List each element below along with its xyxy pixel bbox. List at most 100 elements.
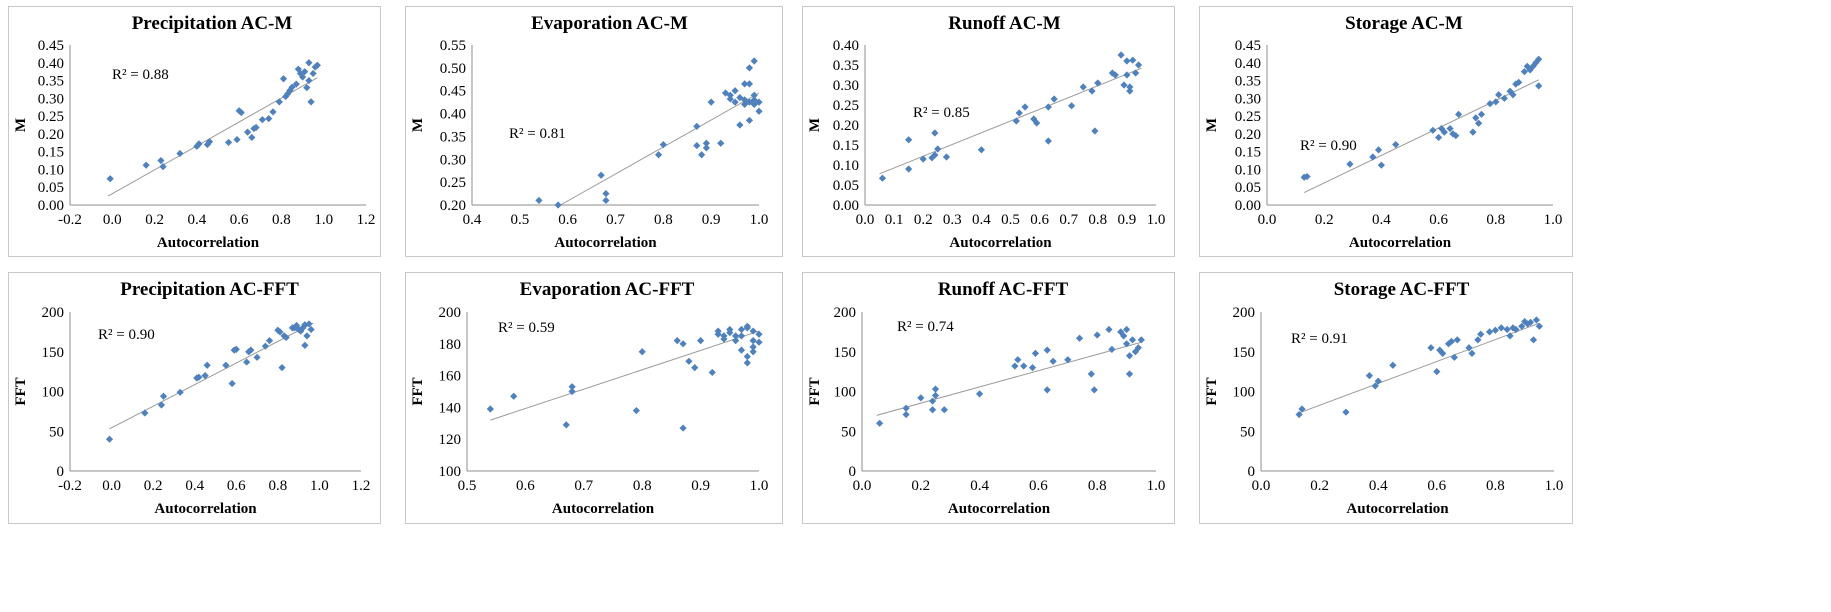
data-point: [1433, 368, 1441, 376]
data-point: [1492, 98, 1500, 106]
data-point: [258, 116, 266, 124]
data-point: [1117, 51, 1125, 59]
data-point: [286, 86, 294, 95]
x-tick-label: 1.2: [352, 478, 371, 494]
x-tick-label: 0.8: [1088, 478, 1107, 494]
data-point: [222, 361, 230, 369]
data-point: [1011, 362, 1019, 370]
data-point: [1131, 348, 1140, 356]
x-tick-label: 0.6: [227, 478, 246, 494]
data-point: [1506, 332, 1514, 340]
data-point: [685, 357, 693, 365]
y-tick-label: 120: [439, 432, 462, 448]
x-tick-label: 0.6: [1429, 212, 1448, 228]
data-point: [224, 138, 233, 147]
data-point: [1346, 160, 1354, 168]
data-point: [176, 388, 184, 396]
data-point: [905, 136, 913, 144]
x-tick-label: 0.4: [972, 212, 991, 228]
chart-panel: Storage AC-FFT 0.0 0.2 0.4 0.6 0.8 1.0 0 50 100 15…: [1199, 272, 1573, 524]
data-point: [717, 139, 725, 147]
x-axis-label: Autocorrelation: [949, 235, 1052, 251]
data-point: [1389, 361, 1397, 369]
data-point: [1126, 83, 1134, 91]
data-point: [1509, 91, 1517, 99]
y-tick-label: 0.45: [440, 84, 466, 100]
x-tick-label: 0.0: [1258, 212, 1277, 228]
y-tick-label: 200: [42, 305, 65, 321]
data-point: [673, 337, 681, 345]
y-tick-label: 0.05: [1235, 180, 1261, 196]
r-squared-label: R² = 0.74: [897, 319, 954, 335]
data-point: [743, 352, 751, 361]
data-point: [654, 151, 663, 159]
data-point: [568, 387, 576, 396]
trendline: [107, 77, 318, 197]
data-point: [1515, 78, 1523, 86]
y-tick-label: 0.40: [1235, 56, 1261, 72]
y-tick-label: 50: [1240, 424, 1255, 440]
x-tick-label: 1.0: [1544, 212, 1563, 228]
data-point: [741, 80, 749, 88]
data-point: [1031, 349, 1040, 357]
y-tick-label: 0.20: [1235, 127, 1261, 143]
data-point: [275, 98, 283, 106]
data-point: [928, 406, 937, 414]
chart-title: Precipitation AC-FFT: [120, 279, 299, 300]
data-point: [931, 129, 939, 137]
data-point: [1449, 130, 1457, 138]
trendline: [560, 92, 760, 206]
data-point: [679, 340, 687, 348]
x-tick-label: 1.0: [1147, 478, 1166, 494]
data-point: [1303, 172, 1311, 181]
data-point: [1374, 146, 1383, 154]
y-tick-label: 100: [1233, 385, 1256, 401]
data-point: [1120, 332, 1128, 340]
data-point: [176, 149, 184, 158]
data-point: [1295, 410, 1303, 419]
scatter-chart: Storage AC-M 0.0 0.2 0.4 0.6 0.8 1.0 0.00 0.05 0.…: [1204, 13, 1563, 251]
trendline: [1298, 322, 1540, 414]
data-point: [928, 154, 936, 162]
data-point: [195, 373, 203, 381]
data-point: [248, 133, 256, 142]
data-point: [1090, 386, 1098, 394]
x-tick-label: 0.4: [185, 478, 204, 494]
data-point: [157, 401, 166, 409]
y-tick-label: 0.30: [1235, 91, 1261, 107]
data-point: [726, 95, 734, 103]
data-point: [203, 361, 211, 369]
y-tick-label: 0.30: [38, 91, 64, 107]
data-point: [1044, 103, 1052, 111]
x-tick-label: 0.4: [970, 478, 989, 494]
data-point: [1125, 352, 1134, 360]
y-tick-label: 0.45: [1235, 38, 1261, 54]
data-point: [1117, 328, 1125, 336]
x-axis-label: Autocorrelation: [554, 235, 657, 251]
data-point: [1535, 322, 1543, 330]
data-point: [1532, 316, 1541, 324]
x-tick-label: 0.7: [1059, 212, 1078, 228]
y-tick-label: 200: [439, 305, 462, 321]
y-tick-label: 0.40: [440, 107, 466, 123]
x-tick-label: 1.0: [1147, 212, 1166, 228]
data-point: [1472, 114, 1480, 122]
data-point: [1512, 80, 1520, 88]
data-point: [737, 332, 746, 340]
data-point: [309, 69, 317, 78]
data-point: [141, 409, 149, 417]
y-tick-label: 0.15: [1235, 145, 1261, 161]
data-point: [1028, 364, 1037, 372]
x-tick-label: 0.4: [187, 212, 206, 228]
data-point: [976, 390, 984, 398]
y-tick-label: 50: [841, 424, 856, 440]
chart-title: Runoff AC-FFT: [938, 279, 1069, 300]
y-tick-label: 0.25: [833, 98, 859, 114]
data-point: [1068, 102, 1076, 110]
data-point: [1365, 372, 1374, 380]
data-point: [749, 337, 757, 345]
data-point: [486, 405, 494, 413]
data-point: [749, 348, 757, 356]
data-point: [679, 424, 687, 432]
data-point: [691, 364, 699, 372]
